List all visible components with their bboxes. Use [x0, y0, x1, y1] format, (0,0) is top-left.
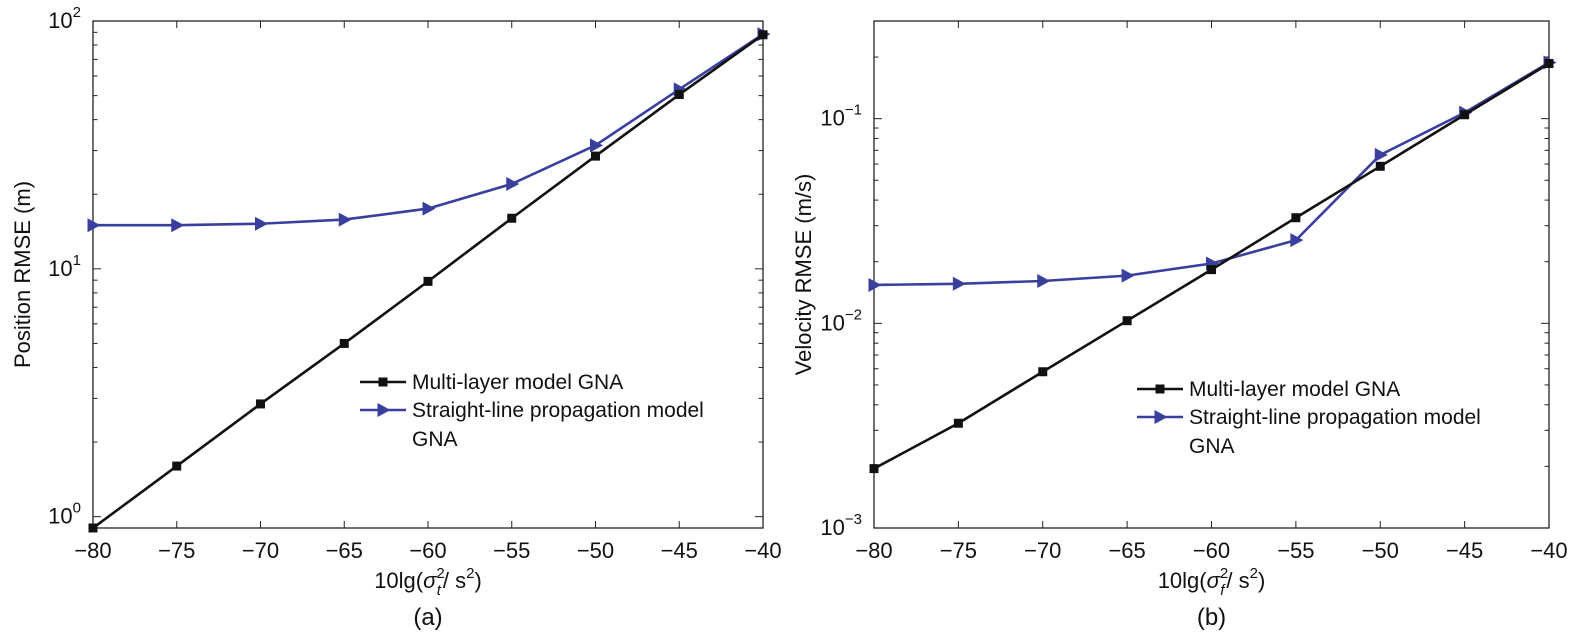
legend-marker	[378, 377, 388, 387]
plot-frame	[92, 20, 764, 529]
legend-marker	[1155, 384, 1165, 394]
data-point	[1544, 58, 1554, 68]
data-point	[507, 213, 517, 223]
y-tick-label: 101	[48, 252, 81, 281]
x-tick-label: −50	[577, 538, 614, 563]
data-point	[758, 30, 768, 40]
y-tick-label: 10−3	[820, 511, 862, 540]
data-point	[172, 461, 182, 471]
series-straight-line	[868, 55, 1557, 292]
legend-label: GNA	[412, 428, 458, 451]
x-tick-label: −60	[1193, 538, 1230, 563]
x-tick-label: −65	[326, 538, 363, 563]
data-point	[1037, 273, 1051, 288]
legend-label: Straight-line propagation model	[412, 399, 704, 422]
data-point	[1291, 213, 1301, 223]
y-tick-label: 10−2	[820, 306, 862, 335]
x-tick-label: −55	[1277, 538, 1314, 563]
x-tick-label: −65	[1108, 538, 1145, 563]
legend: Multi-layer model GNA Straight-line propa…	[360, 371, 704, 451]
x-tick-label: −40	[744, 538, 781, 563]
data-point	[674, 90, 684, 100]
data-point	[1207, 265, 1216, 275]
data-point	[88, 523, 98, 533]
legend-label: Multi-layer model GNA	[1189, 378, 1400, 401]
data-point	[1374, 147, 1388, 162]
data-point	[1375, 161, 1385, 171]
data-point	[1460, 110, 1470, 120]
data-point	[255, 216, 268, 231]
chart-panel-1: −80 −75 −70 −65 −60 −55 −50 −45 −40 100 101 102 Posi…	[10, 4, 782, 631]
data-point	[591, 151, 600, 161]
chart-panel-2: −80 −75 −70 −65 −60 −55 −50 −45 −40 10−3 10−2 10−1 V…	[791, 20, 1568, 631]
data-point	[953, 418, 963, 428]
x-tick-label: −80	[855, 538, 892, 563]
data-point	[590, 138, 603, 153]
data-point	[1038, 367, 1048, 377]
x-tick-label: −75	[158, 538, 195, 563]
data-point	[256, 399, 265, 409]
x-axis-label: 10lg(σ2 f/ s2)	[1158, 565, 1266, 599]
data-point	[1290, 233, 1304, 248]
data-point	[422, 201, 436, 216]
data-point	[87, 218, 101, 233]
series-line	[93, 33, 764, 227]
data-point	[869, 464, 879, 474]
panel-label: (a)	[413, 604, 442, 631]
legend: Multi-layer model GNA Straight-line propa…	[1137, 378, 1481, 458]
x-tick-label: −70	[1024, 538, 1061, 563]
series-multi-layer	[88, 30, 768, 533]
data-point	[868, 277, 882, 292]
legend-label: GNA	[1189, 435, 1235, 458]
data-point	[1121, 268, 1135, 283]
x-tick-label: −70	[242, 538, 279, 563]
series-multi-layer	[869, 58, 1554, 474]
y-axis-label: Position RMSE (m)	[10, 181, 35, 368]
legend-label: Multi-layer model GNA	[412, 371, 623, 394]
data-point	[339, 338, 349, 348]
x-tick-label: −45	[661, 538, 698, 563]
series-line	[873, 61, 1550, 287]
x-axis-label: 10lg(σ2 t/ s2)	[374, 565, 482, 599]
x-tick-label: −75	[940, 538, 977, 563]
legend-marker	[1154, 410, 1168, 424]
x-tick-label: −50	[1362, 538, 1399, 563]
y-axis-label: Velocity RMSE (m/s)	[791, 174, 816, 376]
data-point	[338, 212, 352, 227]
legend-label: Straight-line propagation model	[1189, 406, 1481, 429]
x-tick-label: −60	[409, 538, 446, 563]
x-tick-label: −45	[1446, 538, 1483, 563]
x-tick-label: −80	[74, 538, 111, 563]
y-tick-label: 100	[48, 500, 81, 529]
data-point	[1122, 316, 1132, 326]
y-tick-label: 102	[48, 4, 81, 33]
x-tick-label: −40	[1530, 538, 1567, 563]
data-point	[952, 276, 966, 291]
y-tick-label: 10−1	[820, 102, 862, 131]
data-point	[171, 218, 185, 233]
data-point	[423, 276, 433, 286]
legend-marker	[377, 403, 391, 417]
data-point	[506, 176, 520, 191]
series-straight-line	[87, 27, 771, 233]
x-tick-label: −55	[493, 538, 530, 563]
panel-label: (b)	[1197, 604, 1226, 631]
